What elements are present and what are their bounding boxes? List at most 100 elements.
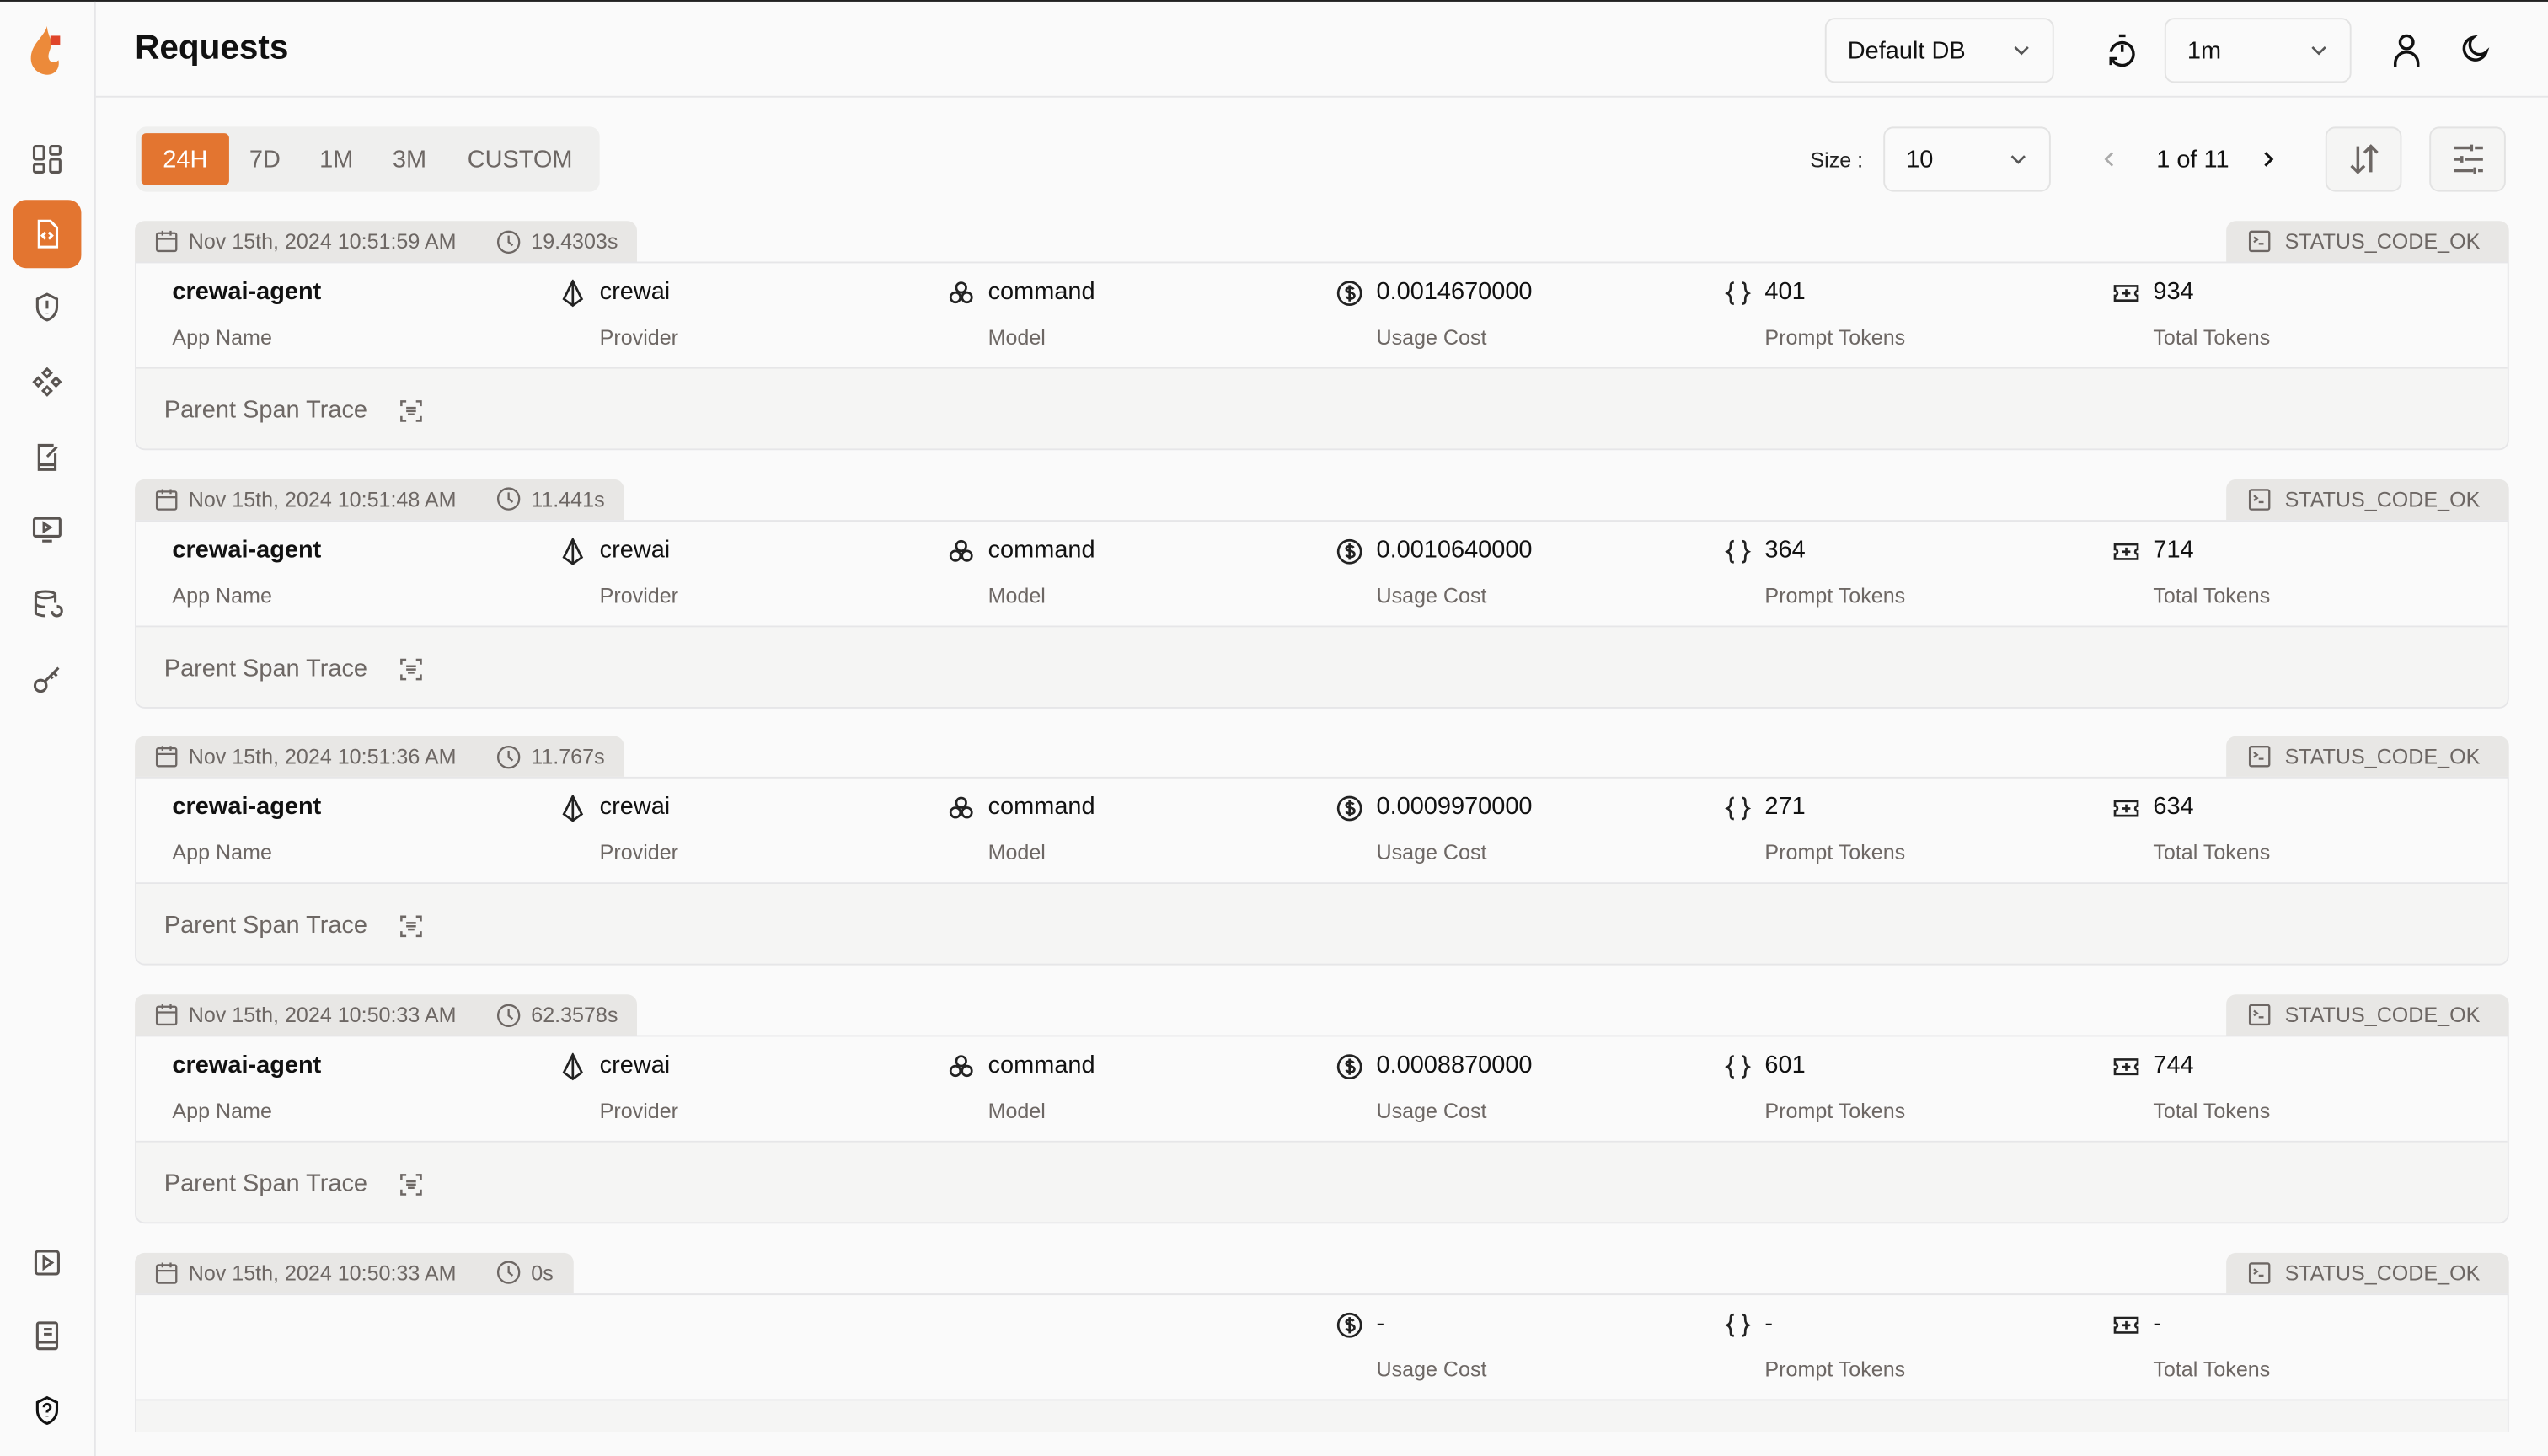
request-duration: 0s [531, 1261, 554, 1286]
metric-value: 0.0009970000 [1376, 793, 1533, 822]
chevron-left-icon[interactable] [2098, 147, 2121, 170]
status-badge: STATUS_CODE_OK [2226, 736, 2509, 778]
tab-1m[interactable]: 1M [319, 145, 354, 174]
clock-icon [496, 487, 520, 511]
sort-button[interactable] [2325, 126, 2402, 192]
sidebar-item-demo[interactable] [13, 1228, 81, 1297]
clock-icon [496, 1003, 520, 1027]
calendar-icon [155, 746, 178, 768]
tab-3m[interactable]: 3M [392, 145, 427, 174]
moon-icon[interactable] [2455, 33, 2491, 68]
sidebar-item-docs[interactable] [13, 1302, 81, 1370]
dollar-circle-icon [1336, 796, 1362, 822]
terminal-icon [2248, 1004, 2271, 1026]
model-icon [949, 1055, 973, 1078]
calendar-icon [155, 488, 178, 511]
status-badge: STATUS_CODE_OK [2226, 221, 2509, 262]
request-timestamp: Nov 15th, 2024 10:51:36 AM [188, 745, 457, 769]
refresh-interval-value: 1m [2187, 36, 2222, 65]
status-text: STATUS_CODE_OK [2284, 745, 2481, 769]
braces-icon [1725, 1313, 1752, 1337]
metric-label: Usage Cost [1376, 840, 1487, 865]
parent-span-trace[interactable]: Parent Span Trace [136, 1142, 2508, 1223]
refresh-interval-select[interactable]: 1m [2164, 18, 2352, 83]
sidebar-item-dashboard[interactable] [13, 125, 81, 193]
chevron-right-icon[interactable] [2257, 147, 2280, 170]
tab-24h[interactable]: 24H [141, 133, 229, 185]
metric-label: Provider [599, 582, 679, 608]
status-text: STATUS_CODE_OK [2284, 228, 2481, 254]
parent-span-trace[interactable]: Parent Span Trace [136, 368, 2508, 449]
request-timestamp: Nov 15th, 2024 10:50:33 AM [188, 1003, 457, 1028]
chevron-down-icon [2311, 46, 2326, 56]
sidebar-item-prompts[interactable] [13, 348, 81, 416]
metric-label: Usage Cost [1376, 324, 1487, 350]
ticket-icon [2113, 1316, 2139, 1334]
tab-custom[interactable]: CUSTOM [467, 145, 573, 174]
metric-value: 934 [2153, 277, 2194, 306]
sidebar-item-openground[interactable] [13, 495, 81, 564]
metric-label: Usage Cost [1376, 1098, 1487, 1123]
request-list: Nov 15th, 2024 10:51:59 AM 19.4303s STAT… [96, 206, 2548, 1432]
request-card-header: Nov 15th, 2024 10:50:33 AM 0s [135, 1252, 573, 1293]
metric-label: Prompt Tokens [1764, 582, 1906, 608]
metric-value: 601 [1764, 1051, 1806, 1079]
request-timestamp: Nov 15th, 2024 10:50:33 AM [188, 1261, 457, 1286]
metric-label: App Name [172, 324, 272, 350]
ticket-icon [2113, 543, 2139, 560]
metric-value: crewai-agent [172, 793, 322, 822]
dashboard-icon [32, 145, 62, 174]
braces-icon [1725, 539, 1752, 564]
metric-value: command [988, 535, 1095, 564]
metric-value: crewai [599, 793, 671, 822]
metric-label: Total Tokens [2153, 1356, 2271, 1381]
dollar-circle-icon [1336, 281, 1362, 306]
request-metrics: crewai-agent App Name crewai Provider comman… [136, 263, 2508, 369]
sidebar-item-help[interactable] [13, 1376, 81, 1444]
model-icon [949, 797, 973, 820]
sidebar-item-api-keys[interactable] [13, 645, 81, 714]
page-size-select[interactable]: 10 [1883, 126, 2051, 192]
request-duration: 62.3578s [531, 1003, 618, 1028]
scan-text-icon [400, 916, 422, 938]
status-text: STATUS_CODE_OK [2284, 1261, 2481, 1286]
metric-label: Model [988, 840, 1046, 865]
metric-label: Provider [599, 324, 679, 350]
metric-value: crewai [599, 535, 671, 564]
parent-span-trace[interactable]: Parent Span Trace [136, 884, 2508, 965]
timer-reset-icon[interactable] [2104, 33, 2139, 68]
shield-question-icon [35, 1395, 59, 1426]
user-icon[interactable] [2389, 33, 2424, 68]
tab-7d[interactable]: 7D [249, 145, 281, 174]
sidebar-item-database-config[interactable] [13, 570, 81, 639]
metric-label: Total Tokens [2153, 1098, 2271, 1123]
logo[interactable] [28, 24, 67, 77]
sidebar-item-evaluations[interactable] [13, 422, 81, 490]
braces-icon [1725, 281, 1752, 305]
metric-label: Provider [599, 1098, 679, 1123]
parent-span-trace[interactable]: Parent Span Trace [136, 626, 2508, 707]
request-duration: 11.441s [531, 486, 605, 511]
request-card-header: Nov 15th, 2024 10:51:59 AM 19.4303s [135, 221, 638, 262]
metric-value: command [988, 1051, 1095, 1079]
metric-value: - [2153, 1309, 2161, 1337]
metric-label: Prompt Tokens [1764, 324, 1906, 350]
database-icon [34, 590, 63, 618]
parent-span-trace-label: Parent Span Trace [163, 396, 368, 425]
ticket-icon [2113, 800, 2139, 818]
dollar-circle-icon [1336, 1054, 1362, 1080]
status-badge: STATUS_CODE_OK [2226, 1252, 2509, 1293]
parent-span-trace[interactable]: Parent Span Trace [136, 1400, 2508, 1432]
sidebar-item-requests[interactable] [13, 200, 82, 269]
ticket-icon [2113, 1058, 2139, 1076]
database-select[interactable]: Default DB [1824, 18, 2054, 83]
request-duration: 11.767s [531, 745, 605, 769]
metric-value: 744 [2153, 1051, 2194, 1079]
page-size-value: 10 [1906, 145, 1934, 174]
metric-value: 0.0008870000 [1376, 1051, 1533, 1079]
filter-settings-button[interactable] [2429, 126, 2506, 192]
metric-label: Model [988, 582, 1046, 608]
chevron-down-icon [2014, 46, 2029, 56]
sidebar-item-guardrails[interactable] [13, 273, 81, 341]
sort-arrows-icon [2349, 144, 2378, 174]
